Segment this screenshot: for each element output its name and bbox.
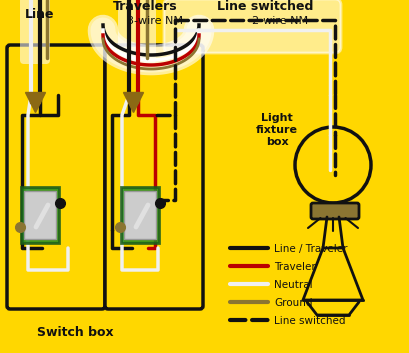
FancyBboxPatch shape — [7, 45, 105, 309]
Text: 2-wire NM: 2-wire NM — [252, 16, 308, 26]
Circle shape — [295, 127, 371, 203]
FancyBboxPatch shape — [118, 0, 156, 64]
Bar — [124, 191, 156, 239]
Text: Travelers: Travelers — [113, 0, 178, 13]
Text: Switch box: Switch box — [37, 326, 113, 339]
Bar — [121, 187, 159, 243]
Bar — [21, 187, 59, 243]
Text: Traveler: Traveler — [274, 262, 316, 272]
Polygon shape — [303, 248, 363, 300]
FancyBboxPatch shape — [105, 45, 203, 309]
Text: Line / Traveler: Line / Traveler — [274, 244, 348, 254]
Text: Ground: Ground — [274, 298, 312, 308]
Text: Neutral: Neutral — [274, 280, 312, 290]
Text: Line switched: Line switched — [217, 0, 313, 13]
FancyBboxPatch shape — [164, 0, 341, 53]
Text: Line switched: Line switched — [274, 316, 346, 326]
FancyBboxPatch shape — [20, 0, 50, 64]
Text: Line: Line — [25, 8, 55, 21]
Bar — [24, 191, 56, 239]
Text: Light
fixture
box: Light fixture box — [256, 113, 298, 146]
Text: 3-wire NM: 3-wire NM — [127, 16, 183, 26]
FancyBboxPatch shape — [311, 203, 359, 219]
